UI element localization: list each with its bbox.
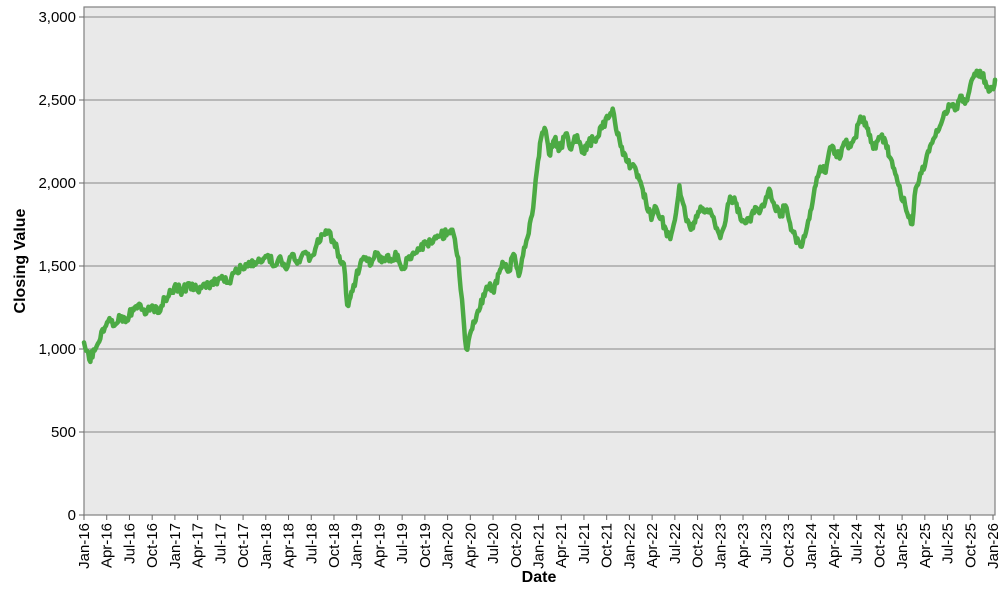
x-tick-label: Oct-23 — [780, 523, 797, 568]
x-tick-label: Jan-17 — [167, 523, 184, 569]
x-tick-label: Jul-25 — [940, 523, 957, 564]
closing-value-line — [81, 68, 998, 365]
x-tick-label: Jul-21 — [576, 523, 593, 564]
x-tick-label: Oct-24 — [871, 523, 888, 568]
x-tick-label: Oct-18 — [326, 523, 343, 568]
x-tick-label: Apr-23 — [735, 523, 752, 568]
x-tick-label: Jan-18 — [258, 523, 275, 569]
x-tick-label: Jul-23 — [758, 523, 775, 564]
plot-border — [83, 6, 996, 516]
x-tick-label: Jul-17 — [212, 523, 229, 564]
x-tick-label: Oct-22 — [690, 523, 707, 568]
x-tick-label: Jan-19 — [349, 523, 366, 569]
x-tick-label: Jul-24 — [849, 523, 866, 564]
x-tick-label: Apr-21 — [553, 523, 570, 568]
y-tick-label: 0 — [68, 507, 76, 524]
x-tick-label: Jul-16 — [121, 523, 138, 564]
x-tick-label: Jan-25 — [894, 523, 911, 569]
y-tick-label: 1,000 — [38, 341, 76, 358]
plot-area — [84, 7, 995, 515]
x-tick-label: Jul-19 — [394, 523, 411, 564]
x-tick-label: Oct-19 — [417, 523, 434, 568]
x-tick-label: Jan-16 — [76, 523, 93, 569]
x-tick-label: Oct-20 — [508, 523, 525, 568]
y-axis-title: Closing Value — [12, 208, 29, 314]
x-tick-label: Apr-18 — [281, 523, 298, 568]
y-tick-label: 3,000 — [38, 9, 76, 26]
x-tick-label: Apr-19 — [371, 523, 388, 568]
x-tick-label: Jan-23 — [712, 523, 729, 569]
x-tick-label: Apr-25 — [917, 523, 934, 568]
x-tick-label: Oct-17 — [235, 523, 252, 568]
y-tick-label: 1,500 — [38, 258, 76, 275]
x-tick-label: Jul-22 — [667, 523, 684, 564]
x-tick-label: Apr-22 — [644, 523, 661, 568]
x-tick-label: Apr-16 — [99, 523, 116, 568]
x-tick-label: Jan-22 — [621, 523, 638, 569]
x-tick-label: Jan-21 — [531, 523, 548, 569]
x-tick-label: Oct-25 — [962, 523, 979, 568]
x-tick-label: Oct-21 — [599, 523, 616, 568]
x-tick-label: Apr-20 — [462, 523, 479, 568]
x-tick-label: Oct-16 — [144, 523, 161, 568]
y-tick-label: 2,500 — [38, 92, 76, 109]
x-tick-label: Apr-24 — [826, 523, 843, 568]
x-tick-label: Apr-17 — [190, 523, 207, 568]
y-tick-label: 2,000 — [38, 175, 76, 192]
x-axis-title: Date — [521, 569, 557, 586]
x-tick-label: Jan-24 — [803, 523, 820, 569]
x-tick-label: Jul-20 — [485, 523, 502, 564]
x-tick-label: Jan-26 — [985, 523, 1000, 569]
x-tick-label: Jan-20 — [440, 523, 457, 569]
y-tick-label: 500 — [51, 424, 76, 441]
x-tick-label: Jul-18 — [303, 523, 320, 564]
